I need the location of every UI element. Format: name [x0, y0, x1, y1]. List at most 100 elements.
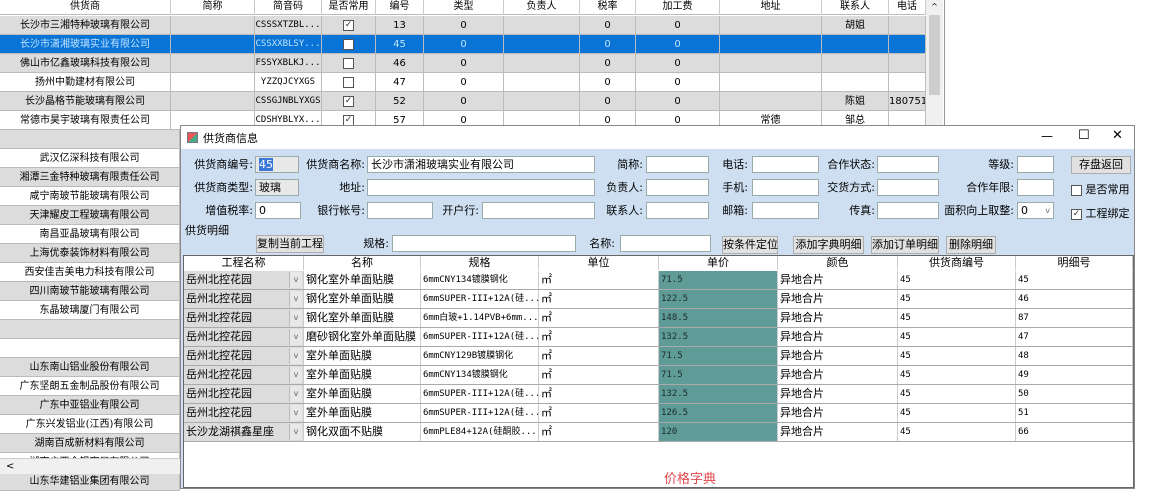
chevron-down-icon[interactable]: v	[289, 272, 302, 288]
chevron-down-icon[interactable]: v	[1045, 206, 1050, 215]
detail-row[interactable]: 岳州北控花园 v 室外单面贴膜 6mmCNY134镀膜钢化 ㎡ 71.5 异地合片 45 49	[184, 366, 1133, 385]
grid-column-header[interactable]: 负责人	[504, 0, 580, 15]
locate-button[interactable]: 按条件定位	[722, 236, 778, 254]
contact-field[interactable]	[646, 202, 709, 219]
supplier-row[interactable]: 武汉亿深科技有限公司	[0, 149, 180, 168]
supplier-row[interactable]: 广东中亚铝业有限公司	[0, 396, 180, 415]
detail-column-header[interactable]: 供货商编号	[898, 256, 1016, 270]
detail-row[interactable]: 岳州北控花园 v 钢化室外单面贴膜 6mm白玻+1.14PVB+6mm... ㎡ 148.…	[184, 309, 1133, 328]
checkbox-checked-icon[interactable]: ✓	[343, 95, 354, 107]
project-combo[interactable]: 长沙龙湖祺鑫星座 v	[184, 423, 304, 441]
chevron-down-icon[interactable]: v	[289, 329, 302, 345]
detail-row[interactable]: 岳州北控花园 v 室外单面贴膜 6mmCNY129B镀膜钢化 ㎡ 71.5 异地合片 45 48	[184, 347, 1133, 366]
chevron-down-icon[interactable]: v	[289, 291, 302, 307]
grid-column-header[interactable]: 是否常用	[322, 0, 376, 15]
detail-row[interactable]: 岳州北控花园 v 磨砂钢化室外单面贴膜 6mmSUPER-III+12A(硅... ㎡ 1…	[184, 328, 1133, 347]
supplier-row[interactable]: 广东兴发铝业(江西)有限公司	[0, 415, 180, 434]
supplier-row[interactable]: 广东坚朗五金制品股份有限公司	[0, 377, 180, 396]
minimize-button[interactable]: —	[1041, 129, 1053, 143]
coop-years-field[interactable]	[1017, 179, 1054, 196]
delivery-field[interactable]	[877, 179, 939, 196]
checkbox-unchecked-icon[interactable]	[343, 76, 354, 88]
checkbox-checked-icon[interactable]: ✓	[343, 19, 354, 31]
supplier-row[interactable]	[0, 339, 180, 358]
add-order-detail-button[interactable]: 添加订单明细	[871, 236, 939, 254]
address-field[interactable]	[367, 179, 595, 196]
detail-column-header[interactable]: 工程名称	[184, 256, 304, 270]
detail-row[interactable]: 岳州北控花园 v 钢化室外单面贴膜 6mmSUPER-III+12A(硅... ㎡ 122…	[184, 290, 1133, 309]
common-checkbox[interactable]: 是否常用	[1071, 181, 1130, 197]
project-combo[interactable]: 岳州北控花园 v	[184, 290, 304, 308]
supplier-row[interactable]: 天津耀皮工程玻璃有限公司	[0, 206, 180, 225]
add-dict-detail-button[interactable]: 添加字典明细	[793, 236, 864, 254]
grid-column-header[interactable]: 电话	[889, 0, 926, 15]
supplier-name-field[interactable]: 长沙市潇湘玻璃实业有限公司	[367, 156, 595, 173]
supplier-row[interactable]: 山东南山铝业股份有限公司	[0, 358, 180, 377]
supplier-row[interactable]: 湖南百成新材料有限公司	[0, 434, 180, 453]
supplier-row[interactable]: 长沙晶格节能玻璃有限公司 CSSGJNBLYXGS ✓ 52 0 0 0 陈姐 180751	[0, 92, 926, 111]
chevron-down-icon[interactable]: v	[289, 386, 302, 402]
checkbox-unchecked-icon[interactable]	[1071, 184, 1082, 196]
grid-column-header[interactable]: 地址	[720, 0, 822, 15]
project-combo[interactable]: 岳州北控花园 v	[184, 347, 304, 365]
checkbox-unchecked-icon[interactable]	[343, 38, 354, 50]
level-field[interactable]	[1017, 156, 1054, 173]
grid-column-header[interactable]: 编号	[376, 0, 424, 15]
scroll-up-icon[interactable]: ^	[931, 2, 938, 11]
maximize-button[interactable]: ☐	[1078, 128, 1090, 143]
name-search-input[interactable]	[620, 235, 711, 252]
project-combo[interactable]: 岳州北控花园 v	[184, 366, 304, 384]
checkbox-checked-icon[interactable]: ✓	[343, 114, 354, 126]
project-combo[interactable]: 岳州北控花园 v	[184, 309, 304, 327]
supplier-row[interactable]: 长沙市潇湘玻璃实业有限公司 CSSXXBLSY... 45 0 0 0	[0, 35, 926, 54]
detail-row[interactable]: 岳州北控花园 v 室外单面贴膜 6mmSUPER-III+12A(硅... ㎡ 132.5…	[184, 385, 1133, 404]
supplier-id-field[interactable]: 45	[255, 156, 299, 173]
supplier-row[interactable]	[0, 130, 180, 149]
bank-account-field[interactable]	[367, 202, 433, 219]
manager-field[interactable]	[646, 179, 709, 196]
detail-row[interactable]: 岳州北控花园 v 室外单面贴膜 6mmSUPER-III+12A(硅... ㎡ 126.5…	[184, 404, 1133, 423]
vat-field[interactable]: 0	[255, 202, 301, 219]
detail-column-header[interactable]: 颜色	[778, 256, 898, 270]
supplier-row[interactable]: 四川南玻节能玻璃有限公司	[0, 282, 180, 301]
grid-column-header[interactable]: 类型	[424, 0, 504, 15]
supplier-row[interactable]: 东晶玻璃厦门有限公司	[0, 301, 180, 320]
copy-project-button[interactable]: 复制当前工程	[256, 235, 324, 253]
grid-column-header[interactable]: 加工费	[636, 0, 720, 15]
chevron-down-icon[interactable]: v	[289, 348, 302, 364]
spec-search-input[interactable]	[392, 235, 576, 252]
grid-column-header[interactable]: 简音码	[255, 0, 322, 15]
supplier-row[interactable]: 湘潭三金特种玻璃有限责任公司	[0, 168, 180, 187]
bank-field[interactable]	[482, 202, 595, 219]
coop-status-field[interactable]	[877, 156, 939, 173]
supplier-row[interactable]: 扬州中勤建材有限公司 YZZQJCYXGS 47 0 0 0	[0, 73, 926, 92]
detail-column-header[interactable]: 规格	[421, 256, 539, 270]
chevron-down-icon[interactable]: v	[289, 405, 302, 421]
fax-field[interactable]	[877, 202, 939, 219]
scrollbar-thumb[interactable]	[929, 15, 940, 95]
supplier-row[interactable]: 山东华建铝业集团有限公司	[0, 472, 180, 491]
delete-detail-button[interactable]: 删除明细	[946, 236, 996, 254]
project-bind-checkbox[interactable]: ✓ 工程绑定	[1071, 205, 1130, 221]
supplier-row[interactable]: 南昌亚晶玻璃有限公司	[0, 225, 180, 244]
mobile-field[interactable]	[752, 179, 819, 196]
chevron-down-icon[interactable]: v	[289, 310, 302, 326]
supplier-row[interactable]: 佛山市亿鑫玻璃科技有限公司 FSSYXBLKJ... 46 0 0 0	[0, 54, 926, 73]
project-combo[interactable]: 岳州北控花园 v	[184, 328, 304, 346]
grid-column-header[interactable]: 简称	[171, 0, 255, 15]
checkbox-checked-icon[interactable]: ✓	[1071, 208, 1082, 220]
supplier-type-field[interactable]: 玻璃	[255, 179, 299, 196]
detail-row[interactable]: 岳州北控花园 v 钢化室外单面贴膜 6mmCNY134镀膜钢化 ㎡ 71.5 异地合片 45 4…	[184, 271, 1133, 290]
supplier-row[interactable]: 咸宁南玻节能玻璃有限公司	[0, 187, 180, 206]
supplier-row[interactable]	[0, 320, 180, 339]
horizontal-scrollbar[interactable]: <	[0, 458, 180, 474]
scroll-left-icon[interactable]: <	[6, 461, 15, 472]
chevron-down-icon[interactable]: v	[289, 367, 302, 383]
detail-column-header[interactable]: 单位	[539, 256, 659, 270]
grid-column-header[interactable]: 联系人	[822, 0, 889, 15]
save-return-button[interactable]: 存盘返回	[1071, 156, 1131, 174]
project-combo[interactable]: 岳州北控花园 v	[184, 385, 304, 403]
phone-field[interactable]	[752, 156, 819, 173]
detail-row[interactable]: 长沙龙湖祺鑫星座 v 钢化双面不贴膜 6mmPLE84+12A(硅酮胶... ㎡ 120 异…	[184, 423, 1133, 442]
